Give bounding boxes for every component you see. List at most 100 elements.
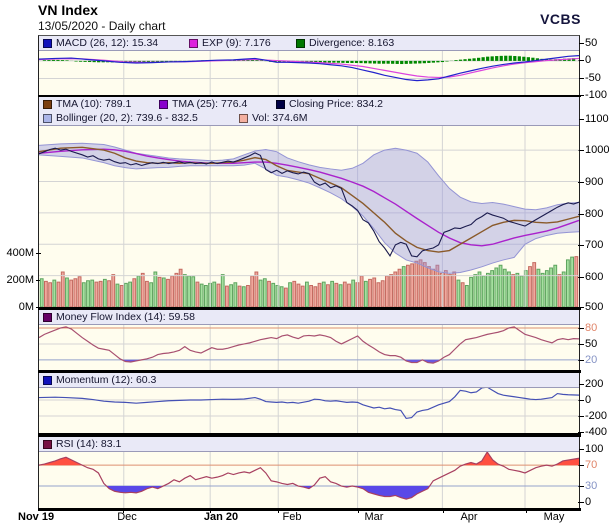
legend-swatch-icon xyxy=(239,113,248,123)
legend-swatch-icon xyxy=(43,375,52,385)
y-tick-label: 30 xyxy=(585,480,598,492)
macd-legend-item: MACD (26, 12): 15.34 xyxy=(42,36,188,50)
tick-mark xyxy=(578,384,584,385)
tick-mark xyxy=(578,307,584,308)
y-tick-label: 70 xyxy=(585,459,598,471)
price-legend-item: Closing Price: 834.2 xyxy=(275,97,383,111)
x-axis-label: Dec xyxy=(117,511,137,523)
legend-swatch-icon xyxy=(43,99,52,109)
momentum-legend-item: Momentum (12): 60.3 xyxy=(42,373,156,387)
y-tick-label: 0 xyxy=(585,54,592,66)
y-tick-label: 50 xyxy=(585,338,598,350)
mfi-plot xyxy=(39,324,579,370)
y-tick-label: 0M xyxy=(18,301,34,313)
price-plot xyxy=(39,125,579,307)
legend-swatch-icon xyxy=(43,38,52,48)
x-tick-mark xyxy=(123,509,125,513)
price-legend-item: Bollinger (20, 2): 739.6 - 832.5 xyxy=(42,111,238,125)
page-title: VN Index xyxy=(38,2,98,18)
legend-swatch-icon xyxy=(296,38,305,48)
tick-mark xyxy=(578,245,584,246)
legend-swatch-icon xyxy=(159,99,168,109)
legend-label: Closing Price: 834.2 xyxy=(289,98,383,110)
momentum xyxy=(39,387,579,418)
legend-swatch-icon xyxy=(276,99,285,109)
x-tick-mark xyxy=(357,509,359,513)
legend-swatch-icon xyxy=(43,439,52,449)
tick-mark xyxy=(578,344,584,345)
tick-mark xyxy=(578,43,584,44)
x-axis-label: May xyxy=(543,511,565,523)
y-tick-label: 100 xyxy=(585,443,604,455)
mfi xyxy=(39,327,579,363)
tick-mark xyxy=(578,78,584,79)
y-tick-label: 600 xyxy=(585,271,604,283)
tma-25 xyxy=(39,149,579,246)
tick-mark xyxy=(578,360,584,361)
y-tick-label: 1000 xyxy=(585,144,609,156)
rsi-panel: RSI (14): 83.1 xyxy=(38,437,580,508)
legend-label: MACD (26, 12): 15.34 xyxy=(56,37,159,49)
tick-mark xyxy=(578,214,584,215)
tick-mark xyxy=(578,95,584,96)
y-tick-label: -200 xyxy=(585,410,608,422)
tick-mark xyxy=(578,486,584,487)
price-legend-row-1: TMA (10): 789.1 TMA (25): 776.4 Closing Pr… xyxy=(39,97,579,111)
legend-label: RSI (14): 83.1 xyxy=(56,438,122,450)
tick-mark xyxy=(578,328,584,329)
y-tick-label: 0 xyxy=(585,394,592,406)
tick-mark xyxy=(578,502,584,503)
legend-swatch-icon xyxy=(189,38,198,48)
y-tick-label: 20 xyxy=(585,354,598,366)
panel-separator xyxy=(38,370,581,373)
y-tick-label: -400 xyxy=(585,426,608,438)
closing-price xyxy=(39,148,579,257)
legend-label: TMA (10): 789.1 xyxy=(56,98,132,110)
legend-swatch-icon xyxy=(43,312,52,322)
y-tick-label: -50 xyxy=(585,72,601,84)
x-axis-label: Jan 20 xyxy=(203,511,239,523)
macd-line xyxy=(39,56,579,81)
legend-swatch-icon xyxy=(43,113,52,123)
panel-separator xyxy=(38,95,581,97)
y-tick-label: 800 xyxy=(585,208,604,220)
macd-panel: MACD (26, 12): 15.34 EXP (9): 7.176 Diverg… xyxy=(38,35,580,95)
y-tick-label: 900 xyxy=(585,176,604,188)
y-tick-label: 0 xyxy=(585,496,592,508)
x-axis-label: Apr xyxy=(460,511,478,523)
momentum-panel: Momentum (12): 60.3 xyxy=(38,373,580,433)
y-tick-label: 80 xyxy=(585,322,598,334)
rsi-legend-item: RSI (14): 83.1 xyxy=(42,437,121,451)
tick-mark xyxy=(36,253,41,254)
rsi-plot xyxy=(39,451,579,508)
y-tick-label: -100 xyxy=(585,89,608,101)
x-tick-mark xyxy=(278,509,280,513)
rsi-legend: RSI (14): 83.1 xyxy=(39,437,579,451)
mfi-panel: Money Flow Index (14): 59.58 xyxy=(38,310,580,370)
rsi xyxy=(39,452,579,499)
y-tick-label: 200 xyxy=(585,378,604,390)
legend-label: Vol: 374.6M xyxy=(252,112,308,124)
x-tick-mark xyxy=(525,509,527,513)
macd-legend: MACD (26, 12): 15.34 EXP (9): 7.176 Diverg… xyxy=(39,36,579,50)
mfi-legend: Money Flow Index (14): 59.58 xyxy=(39,310,579,324)
macd-legend-item: Divergence: 8.163 xyxy=(295,36,394,50)
bollinger-band xyxy=(39,143,579,274)
y-tick-label: 700 xyxy=(585,239,604,251)
x-tick-mark xyxy=(209,509,211,513)
tick-mark xyxy=(578,277,584,278)
x-axis-label: Feb xyxy=(282,511,302,523)
tick-mark xyxy=(578,60,584,61)
macd-legend-item: EXP (9): 7.176 xyxy=(188,36,295,50)
y-tick-label: 50 xyxy=(585,37,598,49)
legend-label: Divergence: 8.163 xyxy=(309,37,395,49)
panel-separator xyxy=(38,508,581,511)
tick-mark xyxy=(578,416,584,417)
legend-label: Money Flow Index (14): 59.58 xyxy=(56,311,195,323)
price-legend-item: Vol: 374.6M xyxy=(238,111,307,125)
momentum-legend: Momentum (12): 60.3 xyxy=(39,373,579,387)
price-legend-item: TMA (25): 776.4 xyxy=(158,97,275,111)
x-axis-label: Nov 19 xyxy=(18,511,55,523)
legend-label: EXP (9): 7.176 xyxy=(202,37,271,49)
brand-logo: VCBS xyxy=(540,11,581,27)
